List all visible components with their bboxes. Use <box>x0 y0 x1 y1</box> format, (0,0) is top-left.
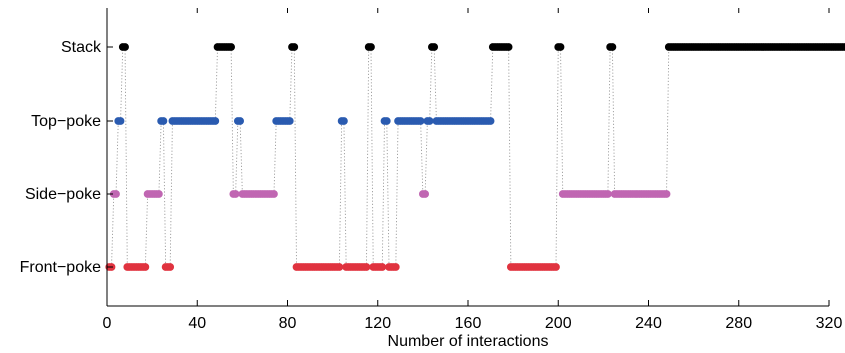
connector-line <box>370 46 374 268</box>
point-top-poke <box>211 117 220 125</box>
connector-line <box>366 46 370 268</box>
connector-line <box>490 46 494 122</box>
point-top-poke <box>382 117 391 125</box>
connector-line <box>433 46 437 122</box>
y-tick-label: Side−poke <box>25 186 101 203</box>
point-front-poke <box>141 263 150 271</box>
point-top-poke <box>340 117 348 125</box>
point-top-poke <box>159 117 168 125</box>
connector-line <box>239 120 243 195</box>
point-stack <box>367 43 375 51</box>
connector-line <box>381 120 385 268</box>
x-tick-label: 240 <box>635 315 662 332</box>
point-stack <box>556 43 565 51</box>
connector-line <box>343 120 347 268</box>
point-top-poke <box>116 117 125 125</box>
connector-line <box>162 120 167 268</box>
point-front-poke <box>166 263 175 271</box>
y-tick-label: Top−poke <box>31 113 101 130</box>
point-side-poke <box>662 190 671 198</box>
connector-line <box>115 120 119 195</box>
point-stack <box>504 43 513 51</box>
point-stack <box>227 43 235 51</box>
connector-line <box>611 46 616 195</box>
connector-line <box>230 46 234 195</box>
connector-line <box>273 120 277 195</box>
x-tick-label: 160 <box>455 315 482 332</box>
x-tick-label: 120 <box>364 315 391 332</box>
x-tick-label: 200 <box>545 315 572 332</box>
connector-line <box>395 120 399 268</box>
point-front-poke <box>391 263 400 271</box>
x-tick-label: 0 <box>103 315 112 332</box>
connector-line <box>289 46 293 122</box>
point-side-poke <box>231 190 240 198</box>
point-front-poke <box>552 263 560 271</box>
connector-line <box>555 46 559 268</box>
connector-lines <box>111 46 670 268</box>
connector-line <box>111 193 115 268</box>
connector-line <box>169 120 173 268</box>
point-top-poke <box>425 117 434 125</box>
x-tick-label: 80 <box>279 315 297 332</box>
connector-line <box>386 120 390 268</box>
connector-line <box>420 120 424 195</box>
connector-line <box>607 46 611 195</box>
axes <box>106 8 829 307</box>
y-tick-label: Front−poke <box>20 259 101 276</box>
point-side-poke <box>603 190 612 198</box>
connector-line <box>338 120 343 268</box>
point-side-poke <box>154 190 163 198</box>
x-tick-label: 280 <box>725 315 752 332</box>
connector-line <box>424 120 428 195</box>
point-stack <box>121 43 129 51</box>
point-side-poke <box>270 190 278 198</box>
y-tick-label: Stack <box>61 39 102 56</box>
point-side-poke <box>112 190 120 198</box>
point-front-poke <box>362 263 371 271</box>
data-points <box>105 43 845 271</box>
point-front-poke <box>378 263 387 271</box>
connector-line <box>508 46 512 268</box>
point-stack <box>430 43 439 51</box>
point-front-poke <box>335 263 344 271</box>
x-axis-label: Number of interactions <box>388 333 549 350</box>
connector-line <box>124 46 128 268</box>
y-ticks: Stack Top−poke Side−poke Front−poke <box>20 39 113 276</box>
x-tick-label: 40 <box>188 315 206 332</box>
connector-line <box>560 46 564 195</box>
connector-line <box>666 46 670 195</box>
point-stack <box>290 43 299 51</box>
point-top-poke <box>416 117 425 125</box>
point-stack <box>608 43 617 51</box>
connector-line <box>214 46 219 122</box>
connector-line <box>144 193 149 268</box>
connector-line <box>120 46 124 122</box>
point-top-poke <box>236 117 245 125</box>
x-tick-label: 320 <box>816 315 843 332</box>
x-ticks: 0 40 80 120 160 200 240 280 320 <box>103 8 843 332</box>
connector-line <box>158 120 162 195</box>
connector-line <box>293 46 297 268</box>
connector-line <box>235 120 239 195</box>
point-side-poke <box>421 190 430 198</box>
point-top-poke <box>285 117 294 125</box>
point-top-poke <box>486 117 495 125</box>
connector-line <box>429 46 433 122</box>
